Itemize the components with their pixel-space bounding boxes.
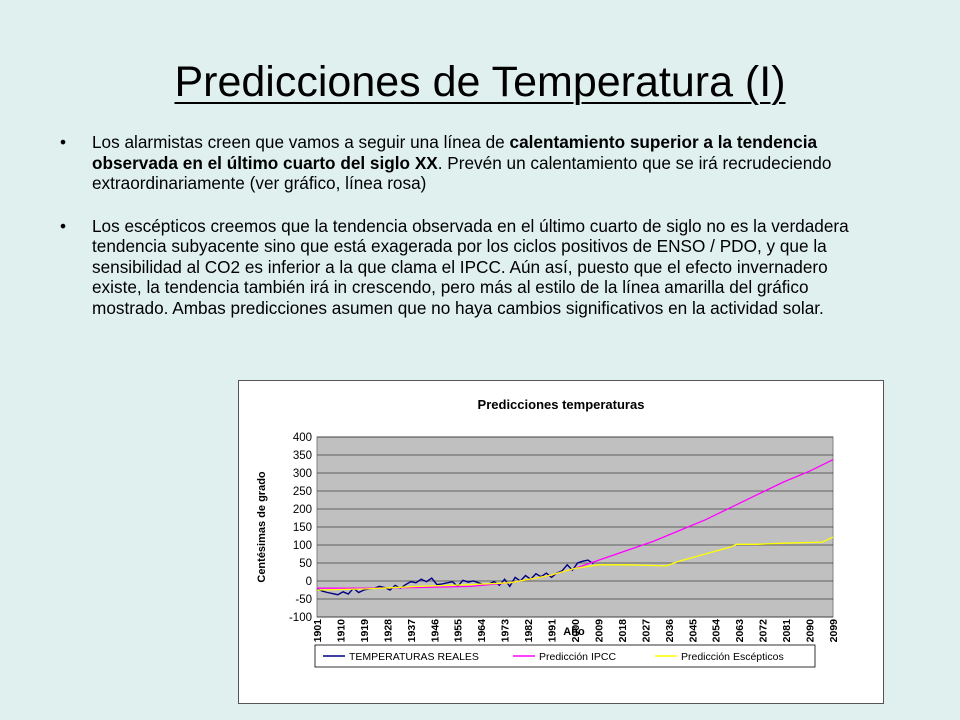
x-tick-label: 1991 <box>547 619 559 643</box>
series-line-2 <box>317 459 834 589</box>
x-tick-label: 2054 <box>711 619 723 643</box>
bullet1-text-end: . Prevén un calentamiento que se irá rec… <box>92 152 832 194</box>
bullet2-text: Los escépticos creemos que la tendencia … <box>92 215 849 318</box>
x-tick-label: 1910 <box>335 619 347 643</box>
bullet-alarmistas: • Los alarmistas creen que vamos a segui… <box>60 132 860 194</box>
legend-label: TEMPERATURAS REALES <box>349 651 479 663</box>
legend-box <box>314 644 816 668</box>
x-tick-label: 2090 <box>805 619 817 643</box>
series-line-1 <box>316 559 594 596</box>
x-tick-label: 1919 <box>359 619 371 643</box>
x-tick-label: 2081 <box>781 619 793 643</box>
y-tick-label: 350 <box>293 450 312 462</box>
bullet-list: • Los alarmistas creen que vamos a segui… <box>60 132 860 340</box>
bullet-symbol: • <box>60 215 67 236</box>
y-tick-label: -100 <box>289 612 312 624</box>
bullet-symbol: • <box>60 132 67 152</box>
y-axis-label: Centésimas de grado <box>256 471 268 583</box>
y-tick-label: 250 <box>293 486 312 498</box>
x-tick-label: 2018 <box>617 619 629 643</box>
x-tick-label: 1982 <box>523 619 535 643</box>
x-tick-label: 2036 <box>664 619 676 643</box>
x-tick-label: 1973 <box>500 619 512 643</box>
y-tick-label: 0 <box>306 576 312 588</box>
chart-frame: Predicciones temperaturas 400 350 300 250 20… <box>238 380 884 704</box>
x-tick-label: 2009 <box>593 619 605 643</box>
bullet1-text-start: Los alarmistas creen que vamos a seguir … <box>92 132 510 152</box>
x-tick-label: 2000 <box>570 619 582 643</box>
y-tick-label: 50 <box>299 558 312 570</box>
y-tick-label: 150 <box>293 522 312 534</box>
grid-lines <box>317 436 833 618</box>
y-tick-labels: 400 350 300 250 200 150 100 50 0 -50 -100 <box>289 432 312 624</box>
y-tick-label: -50 <box>295 594 312 606</box>
y-tick-label: 300 <box>293 468 312 480</box>
x-tick-label: 2099 <box>828 619 840 643</box>
legend-label: Predicción IPCC <box>539 651 616 663</box>
y-tick-label: 400 <box>293 432 312 444</box>
x-tick-label: 1901 <box>312 619 324 643</box>
legend: TEMPERATURAS REALES Predicción IPCC Predic… <box>314 644 816 668</box>
x-tick-labels: 1901 1910 1919 1928 1937 1946 1955 1964 1973 1982… <box>312 619 840 643</box>
bullet-escepticos: • Los escépticos creemos que la tendenci… <box>60 216 860 319</box>
x-tick-label: 1928 <box>382 619 394 643</box>
slide-title: Predicciones de Temperatura (I) <box>174 58 786 106</box>
x-axis-label: Año <box>563 626 585 638</box>
series-line-3 <box>316 536 834 591</box>
x-tick-label: 2045 <box>687 619 699 643</box>
series-lines <box>316 459 834 596</box>
x-tick-label: 1955 <box>453 619 465 643</box>
x-tick-label: 2027 <box>640 619 652 643</box>
x-tick-label: 2063 <box>734 619 746 643</box>
y-tick-label: 100 <box>293 540 312 552</box>
legend-label: Predicción Escépticos <box>681 651 784 663</box>
chart-title: Predicciones temperaturas <box>478 397 645 412</box>
x-tick-label: 1937 <box>406 619 418 643</box>
x-tick-label: 1946 <box>429 619 441 643</box>
bullet1-bold-text: calentamiento superior a la tendencia ob… <box>92 132 818 173</box>
x-tick-label: 2072 <box>758 619 770 643</box>
y-tick-label: 200 <box>293 504 312 516</box>
x-tick-label: 1964 <box>476 619 488 643</box>
temperature-chart: Predicciones temperaturas 400 350 300 250 20… <box>256 397 840 668</box>
